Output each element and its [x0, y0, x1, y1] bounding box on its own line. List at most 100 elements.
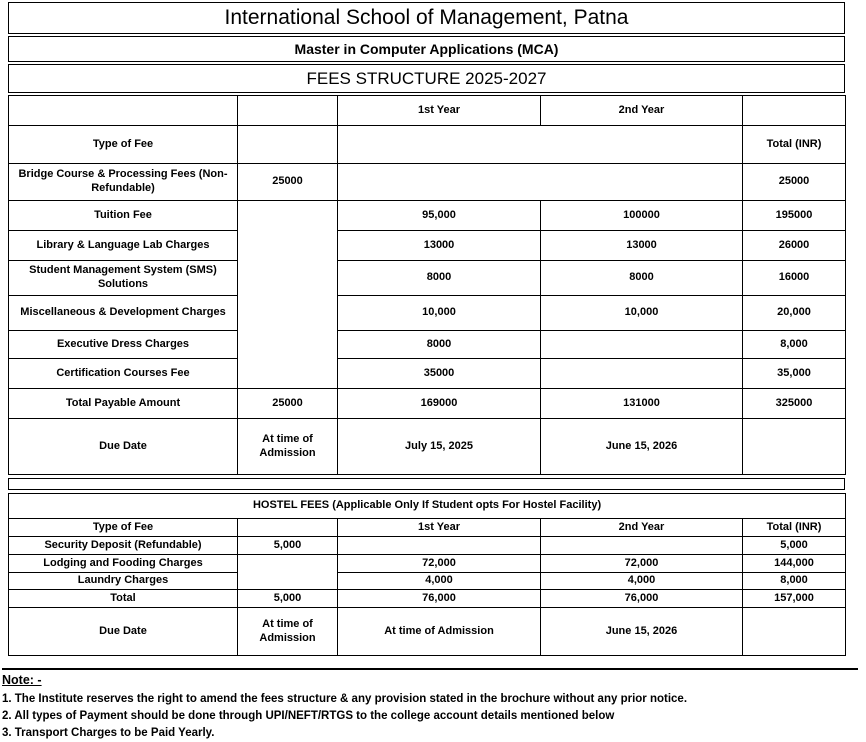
fee-amount-total: 25000: [742, 163, 846, 201]
note-divider: [2, 668, 858, 670]
fee-amount-y2: 10,000: [540, 295, 743, 331]
library-charges-row: Library & Language Lab Charges 13000 130…: [8, 230, 846, 261]
header-1st-year: 1st Year: [337, 95, 541, 126]
sms-solutions-row: Student Management System (SMS) Solution…: [8, 260, 846, 296]
fee-amount-y1: [337, 536, 541, 555]
fee-amount-admission: 5,000: [237, 536, 338, 555]
note-item-1: 1. The Institute reserves the right to a…: [2, 693, 688, 705]
separator-row: [8, 478, 845, 490]
fee-amount-y1: 72,000: [337, 554, 541, 573]
total-y1: 76,000: [337, 589, 541, 608]
fee-label: Tuition Fee: [8, 200, 238, 231]
fee-amount-y1: 10,000: [337, 295, 541, 331]
fees-structure-title: FEES STRUCTURE 2025-2027: [8, 64, 845, 93]
fee-amount-y2: 100000: [540, 200, 743, 231]
due-date-row: Due Date At time of Admission July 15, 2…: [8, 418, 846, 475]
type-of-fee-label: Type of Fee: [8, 125, 238, 164]
total-admission: 5,000: [237, 589, 338, 608]
header-total-inr: Total (INR): [742, 125, 846, 164]
fee-amount-y1: 4,000: [337, 572, 541, 590]
certification-courses-row: Certification Courses Fee 35000 35,000: [8, 358, 846, 389]
fee-amount-total: 195000: [742, 200, 846, 231]
empty-cell: [237, 95, 338, 126]
type-of-fee-row: Type of Fee Total (INR): [8, 125, 846, 164]
lodging-fooding-row: Lodging and Fooding Charges 72,000 72,00…: [8, 554, 847, 590]
fee-amount-y1: 8000: [337, 330, 541, 359]
empty-cell: [742, 418, 846, 475]
empty-merged-cell: [337, 125, 743, 164]
hostel-header-total: Total (INR): [741, 518, 847, 537]
due-date-label: Due Date: [8, 418, 238, 475]
total-y1: 169000: [337, 388, 541, 419]
bridge-course-row: Bridge Course & Processing Fees (Non-Ref…: [8, 163, 846, 201]
fee-label: Library & Language Lab Charges: [8, 230, 238, 261]
due-date-admission: At time of Admission: [237, 418, 338, 475]
empty-cell: [237, 518, 338, 537]
executive-dress-row: Executive Dress Charges 8000 8,000: [8, 330, 846, 359]
fee-amount-y1: 35000: [337, 358, 541, 389]
fee-label: Security Deposit (Refundable): [8, 536, 238, 555]
hostel-header-type-of-fee: Type of Fee: [8, 518, 238, 537]
due-date-y1: July 15, 2025: [337, 418, 541, 475]
fee-label: Lodging and Fooding Charges: [8, 554, 238, 573]
due-date-label: Due Date: [8, 607, 238, 656]
total-label: Total: [8, 589, 238, 608]
fee-amount-total: 16000: [742, 260, 846, 296]
fee-label: Student Management System (SMS) Solution…: [8, 260, 238, 296]
note-item-2: 2. All types of Payment should be done t…: [2, 710, 615, 722]
fee-label: Laundry Charges: [8, 572, 238, 590]
note-section: Note: - 1. The Institute reserves the ri…: [2, 668, 858, 742]
main-fees-table: 1st Year 2nd Year Type of Fee Total (INR…: [8, 95, 846, 475]
total-label: Total Payable Amount: [8, 388, 238, 419]
hostel-title-row: HOSTEL FEES (Applicable Only If Student …: [7, 493, 847, 519]
hostel-fees-title: HOSTEL FEES (Applicable Only If Student …: [7, 493, 847, 519]
fee-amount-y1: 13000: [337, 230, 541, 261]
fee-amount-total: 8,000: [742, 330, 846, 359]
hostel-total-row: Total 5,000 76,000 76,000 157,000: [8, 589, 847, 608]
empty-merged-cell: [337, 163, 743, 201]
empty-cell: [741, 607, 847, 656]
total-y2: 76,000: [540, 589, 743, 608]
empty-merged-cell: [237, 200, 338, 389]
total-grand: 157,000: [741, 589, 847, 608]
empty-cell: [742, 95, 846, 126]
empty-cell: [8, 95, 238, 126]
fee-amount-total: 20,000: [742, 295, 846, 331]
fee-amount-total: 8,000: [741, 572, 847, 590]
school-title: International School of Management, Patn…: [8, 2, 845, 34]
fee-amount-y2: [540, 536, 743, 555]
fee-amount-y2: 13000: [540, 230, 743, 261]
note-heading: Note: -: [2, 673, 42, 687]
empty-cell: [237, 125, 338, 164]
year-header-row: 1st Year 2nd Year: [8, 95, 846, 126]
fee-label: Miscellaneous & Development Charges: [8, 295, 238, 331]
tuition-fee-row: Tuition Fee 95,000 100000 195000: [8, 200, 846, 389]
total-admission: 25000: [237, 388, 338, 419]
program-title: Master in Computer Applications (MCA): [8, 36, 845, 62]
fee-label: Bridge Course & Processing Fees (Non-Ref…: [8, 163, 238, 201]
fee-label: Executive Dress Charges: [8, 330, 238, 359]
security-deposit-row: Security Deposit (Refundable) 5,000 5,00…: [8, 536, 847, 555]
fee-amount-y2: [540, 330, 743, 359]
hostel-header-2nd-year: 2nd Year: [540, 518, 743, 537]
fee-amount-total: 144,000: [741, 554, 847, 573]
due-date-y2: June 15, 2026: [540, 607, 743, 656]
fee-amount-total: 5,000: [741, 536, 847, 555]
fee-amount-y2: 4,000: [540, 572, 743, 590]
fee-amount-y2: [540, 358, 743, 389]
hostel-due-date-row: Due Date At time of Admission At time of…: [8, 607, 847, 656]
hostel-header-1st-year: 1st Year: [337, 518, 541, 537]
due-date-y2: June 15, 2026: [540, 418, 743, 475]
hostel-header-row: Type of Fee 1st Year 2nd Year Total (INR…: [8, 518, 847, 537]
fee-amount-y2: 8000: [540, 260, 743, 296]
fee-amount-admission: 25000: [237, 163, 338, 201]
miscellaneous-charges-row: Miscellaneous & Development Charges 10,0…: [8, 295, 846, 331]
total-grand: 325000: [742, 388, 846, 419]
laundry-charges-row: Laundry Charges 4,000 4,000 8,000: [8, 572, 847, 590]
fee-amount-y2: 72,000: [540, 554, 743, 573]
due-date-y1: At time of Admission: [337, 607, 541, 656]
due-date-admission: At time of Admission: [237, 607, 338, 656]
empty-merged-cell: [237, 554, 338, 590]
fee-amount-total: 35,000: [742, 358, 846, 389]
